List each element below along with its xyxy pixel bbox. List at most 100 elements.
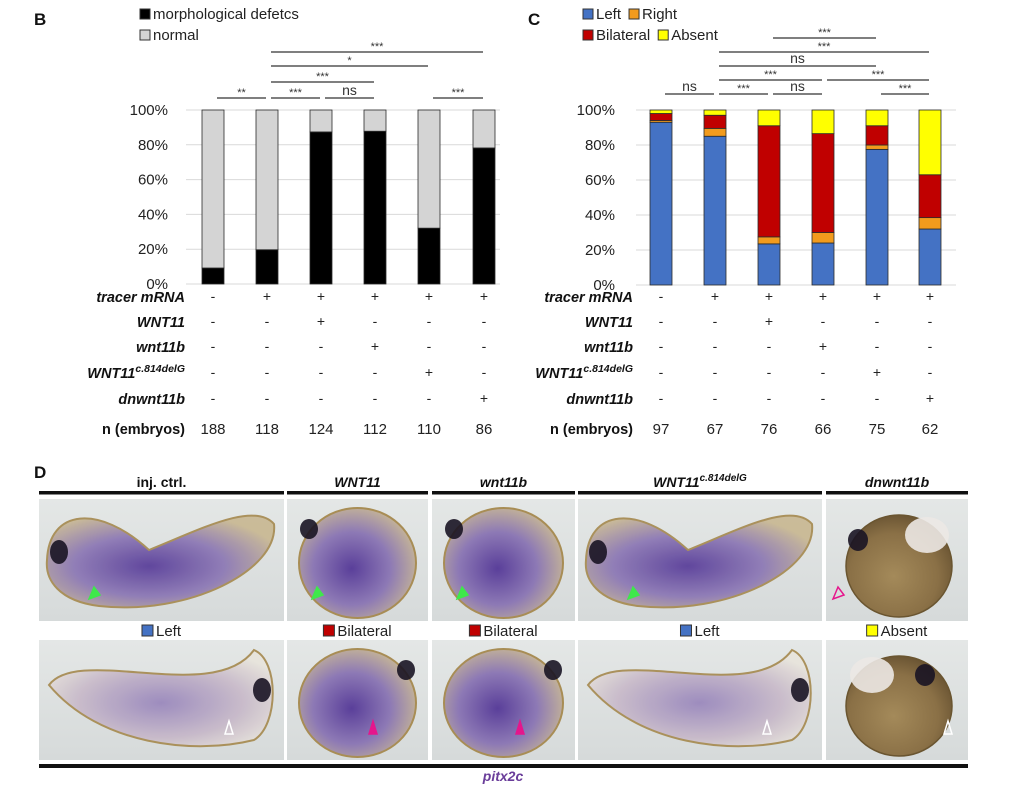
significance-label: ***	[371, 41, 385, 53]
condition-row: WNT11 - - + - - -	[137, 313, 487, 331]
legend-label: normal	[153, 27, 199, 44]
condition-cell: -	[928, 313, 933, 329]
classification-text: Absent	[881, 623, 929, 640]
stacked-bar	[255, 109, 279, 285]
bar-segment-morphological-defetcs	[363, 130, 387, 285]
condition-cell: -	[713, 313, 718, 329]
y-axis-ticks: 0% 20% 40% 60% 80% 100%	[577, 102, 615, 294]
bar-segment-right	[865, 144, 889, 150]
stacked-bar	[472, 109, 496, 285]
y-tick-label: 0%	[593, 277, 615, 294]
significance-label: ***	[452, 87, 466, 99]
n-value: 67	[707, 421, 724, 438]
row-label: tracer mRNA	[544, 290, 633, 306]
legend-swatch	[139, 8, 151, 20]
bar-segment-normal	[363, 109, 387, 132]
y-axis-ticks: 0% 20% 40% 60% 80% 100%	[130, 102, 168, 293]
row-label: tracer mRNA	[96, 290, 185, 306]
condition-cell: -	[821, 390, 826, 406]
y-tick-label: 60%	[585, 172, 615, 189]
classification-swatch	[679, 624, 692, 637]
embryo-photo-left-view	[826, 499, 968, 621]
condition-cell: -	[373, 313, 378, 329]
condition-row: tracer mRNA - + + + + +	[96, 288, 488, 306]
row-label: WNT11	[137, 315, 185, 331]
bar-segment-bilateral	[918, 174, 942, 219]
significance-bracket: ***	[827, 69, 929, 81]
embryo-eye	[50, 540, 68, 564]
significance-bracket: ns	[719, 50, 876, 67]
condition-cell: -	[767, 390, 772, 406]
bar-segment-absent	[918, 109, 942, 176]
y-tick-label: 20%	[585, 242, 615, 259]
condition-cell: -	[659, 338, 664, 354]
significance-label: ns	[682, 78, 697, 94]
condition-cell: -	[211, 313, 216, 329]
embryo-photo-right-view	[287, 640, 428, 760]
condition-row: tracer mRNA - + + + + +	[544, 288, 934, 306]
significance-label: ***	[872, 69, 886, 81]
bar-segment-absent	[811, 109, 835, 135]
image-column: inj. ctrl. Left	[39, 474, 284, 760]
n-value: 188	[200, 421, 225, 438]
row-label: dnwnt11b	[566, 392, 633, 408]
embryo	[45, 514, 276, 609]
condition-cell: -	[713, 364, 718, 380]
condition-cell: -	[211, 338, 216, 354]
stacked-bar	[309, 109, 333, 285]
condition-row: WNT11 - - + - - -	[585, 313, 933, 331]
condition-cell: -	[482, 338, 487, 354]
footer-rule	[39, 764, 968, 768]
condition-cell: -	[875, 313, 880, 329]
bar-segment-morphological-defetcs	[472, 147, 496, 285]
condition-cell: -	[659, 288, 664, 304]
embryo	[47, 648, 274, 748]
embryo-photo-left-view	[432, 499, 575, 621]
stacked-bar	[201, 109, 225, 285]
embryo	[298, 648, 417, 758]
classification-text: Left	[156, 623, 182, 640]
bar-segment-morphological-defetcs	[255, 249, 279, 285]
bar-segment-left	[649, 121, 673, 286]
bar-segment-morphological-defetcs	[309, 131, 333, 285]
condition-cell: +	[480, 390, 488, 406]
image-column: WNT11c.814delG Left	[578, 473, 822, 760]
header-rule	[432, 491, 575, 495]
y-tick-label: 100%	[577, 102, 615, 119]
condition-cell: -	[928, 364, 933, 380]
condition-cell: -	[265, 390, 270, 406]
significance-brackets: ********* *** ns ***	[217, 41, 483, 99]
condition-cell: -	[821, 313, 826, 329]
arrowhead-marker	[223, 718, 235, 735]
condition-cell: -	[427, 390, 432, 406]
significance-bracket: ***	[719, 69, 822, 81]
stacked-bar	[757, 109, 781, 286]
classification-text: Left	[694, 623, 720, 640]
legend-item: Absent	[657, 27, 719, 44]
classification-text: Bilateral	[483, 623, 537, 640]
significance-label: ***	[289, 87, 303, 99]
panel-c-chart: C Left Right Bilateral Absent 0% 20% 40% 60% 80…	[528, 6, 956, 438]
embryo-eye	[589, 540, 607, 564]
condition-row: dnwnt11b - - - - - +	[118, 390, 488, 408]
row-label: WNT11	[585, 315, 633, 331]
condition-cell: -	[265, 364, 270, 380]
condition-row: wnt11b - - - + - -	[584, 338, 933, 356]
stacked-bar	[918, 109, 942, 286]
n-value: 118	[255, 421, 279, 438]
panel-b-chart: B morphological defetcs normal 0% 20% 40% 60…	[34, 6, 500, 438]
n-value: 66	[815, 421, 832, 438]
condition-cell: +	[926, 390, 934, 406]
bar-segment-absent	[865, 109, 889, 127]
y-tick-label: 80%	[585, 137, 615, 154]
bar-segment-normal	[417, 109, 441, 229]
significance-bracket: ***	[433, 87, 483, 99]
image-column: wnt11b Bilateral	[432, 474, 575, 760]
significance-bracket: ***	[271, 41, 483, 53]
embryo-eye	[445, 519, 463, 539]
bars	[201, 109, 496, 285]
embryo	[443, 648, 564, 758]
n-value: 75	[869, 421, 886, 438]
condition-cell: -	[373, 390, 378, 406]
condition-cell: -	[211, 364, 216, 380]
